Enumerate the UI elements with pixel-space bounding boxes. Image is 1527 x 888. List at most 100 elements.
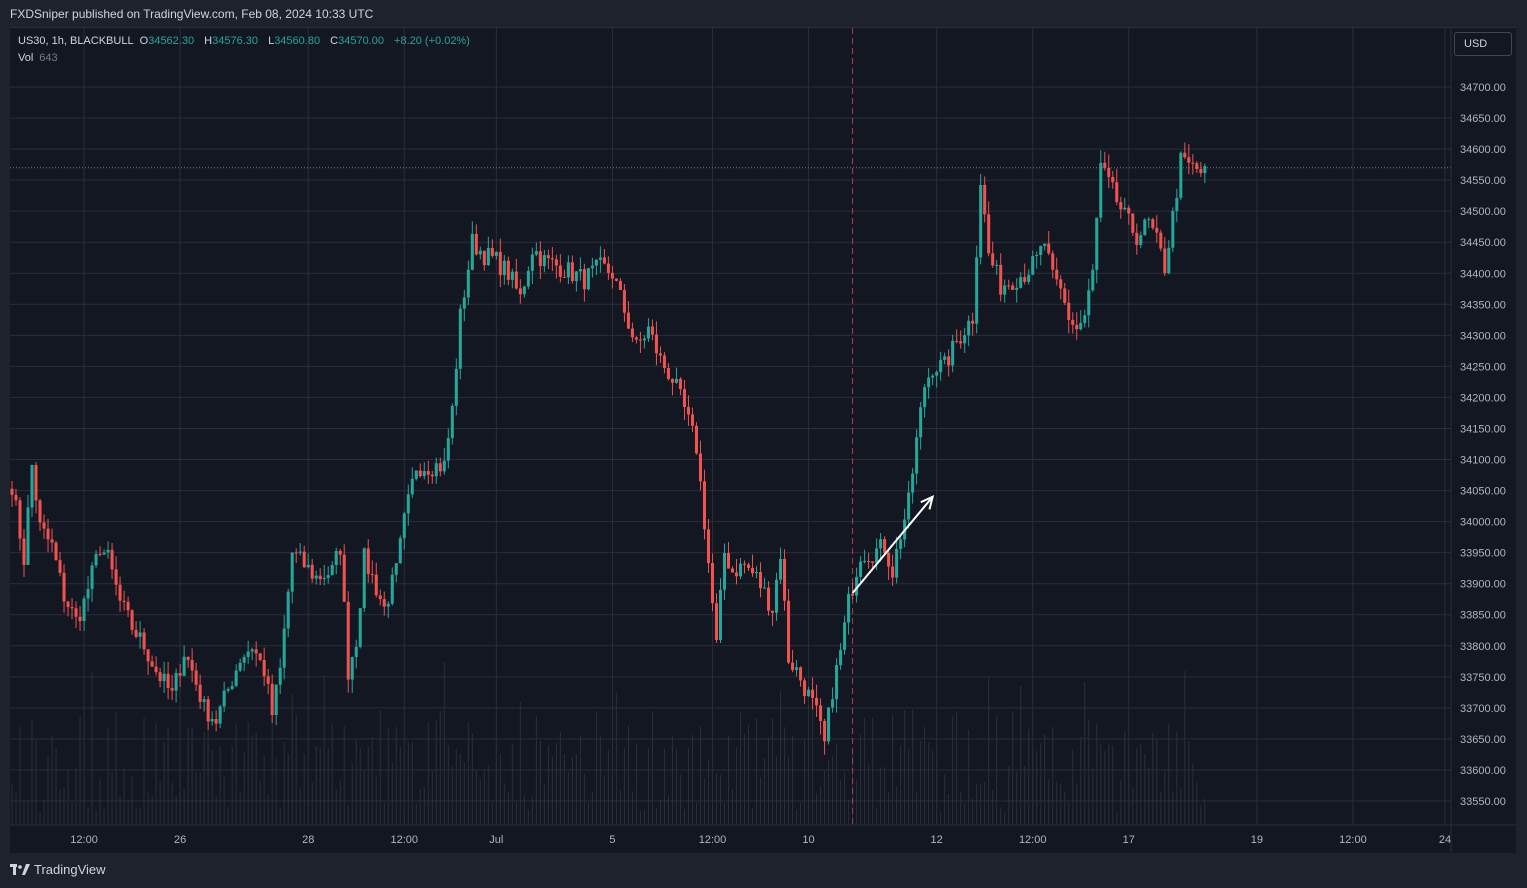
volume-bar bbox=[135, 807, 137, 825]
candle-body bbox=[1051, 253, 1055, 270]
candle-body bbox=[554, 259, 558, 266]
candle-body bbox=[530, 254, 534, 271]
volume-bar bbox=[1176, 732, 1178, 825]
candle-body bbox=[34, 465, 38, 501]
candle-body bbox=[318, 575, 322, 580]
candle-body bbox=[482, 250, 486, 266]
price-tick-label: 33750.00 bbox=[1460, 672, 1506, 684]
volume-bar bbox=[667, 794, 669, 825]
volume-bar bbox=[443, 662, 445, 825]
candle-body bbox=[1187, 157, 1191, 163]
price-tick-label: 34500.00 bbox=[1460, 206, 1506, 218]
price-tick-label: 34350.00 bbox=[1460, 299, 1506, 311]
volume-bar bbox=[992, 790, 994, 825]
candle-body bbox=[518, 288, 522, 295]
volume-bar bbox=[19, 726, 21, 825]
footer-brand: TradingView bbox=[34, 862, 106, 878]
volume-bar bbox=[511, 744, 513, 825]
candle-body bbox=[947, 356, 951, 366]
candle-body bbox=[142, 632, 146, 650]
volume-bar bbox=[984, 782, 986, 825]
volume-bar bbox=[884, 767, 886, 825]
candle-body bbox=[434, 463, 438, 477]
candle-body bbox=[286, 591, 290, 629]
volume-bar bbox=[439, 710, 441, 825]
volume-bar bbox=[1076, 783, 1078, 825]
candle-body bbox=[362, 548, 366, 609]
candle-body bbox=[867, 560, 871, 562]
candle-body bbox=[803, 680, 807, 697]
volume-legend[interactable]: Vol 643 bbox=[18, 52, 58, 64]
volume-bar bbox=[467, 722, 469, 825]
volume-bar bbox=[687, 747, 689, 825]
time-tick-label: 19 bbox=[1251, 834, 1263, 846]
price-tick-label: 34250.00 bbox=[1460, 361, 1506, 373]
volume-bar bbox=[139, 808, 141, 825]
time-tick-label: 12 bbox=[931, 834, 943, 846]
candle-body bbox=[955, 340, 959, 342]
volume-bar bbox=[71, 802, 73, 825]
candle-body bbox=[690, 414, 694, 426]
price-chart[interactable]: 33550.00 33600.00 33650.00 33700.00 33750.00… bbox=[10, 28, 1516, 853]
volume-bar bbox=[555, 743, 557, 825]
volume-bar bbox=[523, 795, 525, 825]
candle-body bbox=[110, 549, 114, 570]
volume-bar bbox=[740, 712, 742, 825]
time-tick-label: 12:00 bbox=[1339, 834, 1367, 846]
tradingview-footer[interactable]: TradingView bbox=[10, 861, 106, 877]
currency-button[interactable]: USD bbox=[1454, 32, 1512, 56]
candle-body bbox=[222, 690, 226, 707]
candle-body bbox=[851, 593, 855, 596]
candle-body bbox=[454, 368, 458, 406]
volume-bar bbox=[1000, 807, 1002, 825]
candle-body bbox=[875, 548, 879, 564]
candle-body bbox=[50, 539, 54, 543]
candle-body bbox=[302, 551, 306, 568]
volume-bar bbox=[812, 705, 814, 825]
volume-bar bbox=[1068, 801, 1070, 825]
candle-body bbox=[250, 649, 254, 652]
time-tick-label: Jul bbox=[489, 834, 503, 846]
candle-body bbox=[450, 405, 454, 439]
volume-bar bbox=[267, 793, 269, 825]
candle-body bbox=[262, 659, 266, 677]
candle-body bbox=[350, 657, 354, 680]
volume-bar bbox=[1092, 768, 1094, 825]
candle-body bbox=[1059, 279, 1063, 289]
volume-bar bbox=[591, 791, 593, 825]
volume-bar bbox=[379, 709, 381, 825]
chart-panel[interactable]: 33550.00 33600.00 33650.00 33700.00 33750.00… bbox=[10, 27, 1516, 853]
candle-body bbox=[370, 574, 374, 576]
volume-bar bbox=[1204, 798, 1206, 825]
candle-body bbox=[338, 550, 342, 555]
volume-bar bbox=[603, 775, 605, 825]
volume-bar bbox=[1164, 770, 1166, 825]
volume-bar bbox=[43, 799, 45, 825]
candle-body bbox=[206, 699, 210, 722]
price-tick-label: 34450.00 bbox=[1460, 237, 1506, 249]
volume-bar bbox=[79, 717, 81, 825]
candle-body bbox=[578, 269, 582, 272]
candle-body bbox=[542, 255, 546, 267]
volume-bar bbox=[703, 778, 705, 825]
volume-bar bbox=[27, 799, 29, 825]
volume-bar bbox=[319, 747, 321, 825]
price-tick-label: 34400.00 bbox=[1460, 268, 1506, 280]
volume-bar bbox=[732, 789, 734, 825]
volume-bar bbox=[15, 793, 17, 825]
volume-bar bbox=[179, 763, 181, 825]
price-tick-label: 33700.00 bbox=[1460, 703, 1506, 715]
volume-bar bbox=[1016, 771, 1018, 825]
candle-body bbox=[1103, 162, 1107, 168]
symbol-legend[interactable]: US30, 1h, BLACKBULL O34562.30 H34576.30 … bbox=[18, 35, 473, 47]
volume-bar bbox=[699, 726, 701, 825]
candle-body bbox=[1003, 285, 1007, 295]
symbol-name: US30, 1h, BLACKBULL bbox=[18, 35, 134, 47]
candle-body bbox=[390, 574, 394, 604]
volume-bar bbox=[1148, 768, 1150, 825]
candle-body bbox=[498, 251, 502, 276]
volume-bar bbox=[507, 792, 509, 825]
candle-body bbox=[526, 270, 530, 287]
candle-body bbox=[398, 538, 402, 564]
volume-bar bbox=[119, 795, 121, 825]
